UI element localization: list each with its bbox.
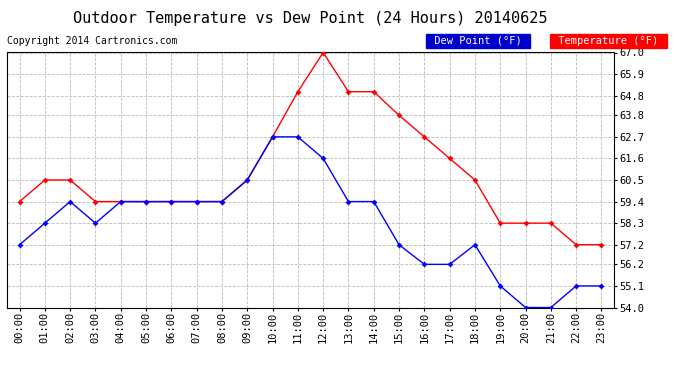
Text: Copyright 2014 Cartronics.com: Copyright 2014 Cartronics.com: [7, 36, 177, 46]
Text: Dew Point (°F): Dew Point (°F): [428, 36, 528, 46]
Text: Temperature (°F): Temperature (°F): [552, 36, 664, 46]
Text: Outdoor Temperature vs Dew Point (24 Hours) 20140625: Outdoor Temperature vs Dew Point (24 Hou…: [73, 11, 548, 26]
